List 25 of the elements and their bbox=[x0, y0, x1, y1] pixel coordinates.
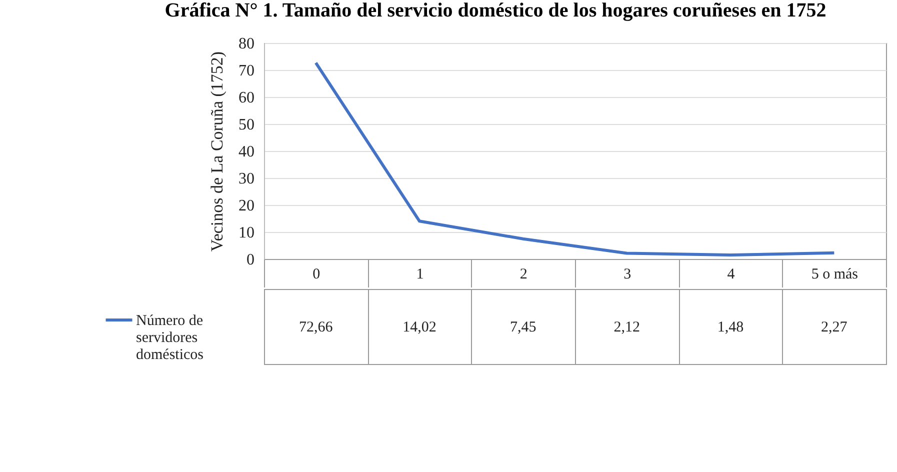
y-tick-label: 50 bbox=[238, 116, 254, 134]
text: 14,02 bbox=[402, 320, 436, 336]
x-tick-label: 0 bbox=[312, 266, 320, 282]
text: 72,66 bbox=[298, 320, 333, 336]
x-tick-label: 4 bbox=[727, 266, 736, 282]
y-tick-label: 20 bbox=[238, 198, 254, 214]
text: 7,45 bbox=[510, 320, 536, 336]
y-tick-label: 70 bbox=[238, 62, 254, 80]
legend-label: Número de servidores domésticos bbox=[136, 313, 204, 363]
x-tick-label: 1 bbox=[416, 266, 424, 282]
y-tick-label: 10 bbox=[238, 224, 254, 242]
line-series bbox=[314, 61, 836, 257]
text: 1,48 bbox=[717, 320, 744, 336]
text: 2,12 bbox=[614, 320, 640, 336]
y-axis-title: Vecinos de La Coruña (1752) bbox=[208, 51, 226, 252]
y-tick-label: 30 bbox=[238, 170, 254, 188]
chart-title: Gráfica N° 1. Tamaño del servicio doméstico de los hogares coruñeses en 1752 bbox=[164, 0, 826, 22]
y-tick-label: 60 bbox=[238, 90, 254, 106]
x-tick-label: 3 bbox=[624, 266, 632, 282]
x-tick-label: 2 bbox=[520, 266, 528, 282]
text: 2,27 bbox=[821, 320, 848, 336]
x-tick-label: 5 o más bbox=[811, 266, 858, 282]
y-tick-label: 40 bbox=[238, 144, 254, 160]
y-tick-label: 80 bbox=[238, 36, 254, 52]
y-tick-label: 0 bbox=[246, 252, 254, 268]
